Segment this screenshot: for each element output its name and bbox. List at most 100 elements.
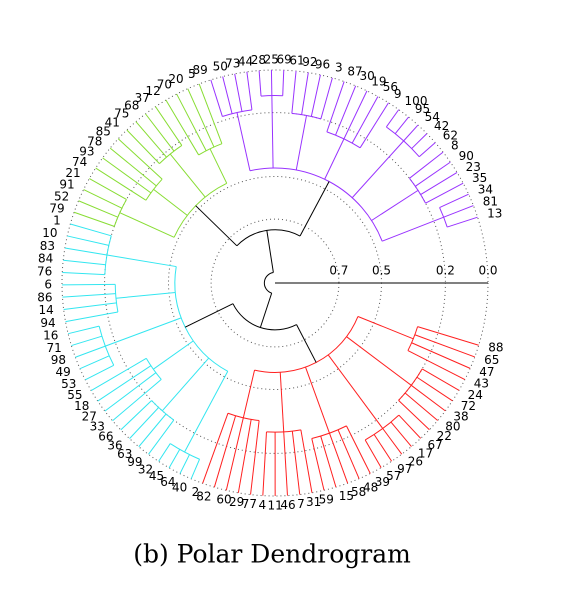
leaf-label: 37: [135, 91, 150, 105]
group-arc: [227, 412, 260, 422]
leaf-label: 66: [98, 429, 113, 443]
leaf-branch: [398, 399, 430, 431]
root-branch: [259, 292, 273, 328]
leaf-label: 26: [408, 455, 423, 469]
group-branch: [324, 138, 345, 180]
leaf-label: 46: [280, 498, 295, 512]
leaf-branch: [179, 454, 190, 474]
leaf-branch: [418, 142, 436, 158]
leaf-branch: [138, 413, 167, 448]
leaf-branch: [403, 124, 419, 142]
leaf-branch: [421, 368, 460, 391]
leaf-label: 28: [251, 53, 266, 67]
leaf-branch: [420, 172, 458, 195]
leaf-label: 16: [43, 329, 58, 343]
leaf-branch: [85, 364, 114, 381]
leaf-label: 19: [371, 74, 386, 88]
leaf-branch: [425, 182, 464, 204]
leaf-label: 42: [434, 119, 449, 133]
leaf-branch: [407, 350, 466, 380]
leaf-label: 15: [339, 489, 354, 503]
leaf-branch: [168, 449, 181, 469]
leaf-branch: [447, 216, 478, 228]
caption: (b) Polar Dendrogram: [133, 540, 411, 569]
leaf-label: 91: [59, 178, 74, 192]
leaf-branch: [410, 384, 446, 412]
leaf-branch: [70, 223, 112, 237]
group-branch: [153, 340, 194, 370]
leaf-label: 93: [79, 144, 94, 158]
link-branch: [296, 324, 317, 363]
leaf-branch: [326, 81, 345, 133]
group-branch: [305, 366, 330, 434]
grid-circle: [210, 218, 340, 348]
leaf-branch: [237, 419, 252, 493]
leaf-branch: [398, 414, 422, 439]
leaf-label: 85: [96, 125, 111, 139]
leaf-branch: [148, 419, 175, 455]
leaf-label: 45: [149, 469, 164, 483]
group-branch: [357, 316, 414, 340]
leaf-branch: [416, 376, 453, 402]
leaf-label: 35: [472, 171, 487, 185]
leaf-branch: [71, 335, 103, 347]
leaf-label: 10: [42, 226, 57, 240]
cluster-arc: [254, 316, 359, 373]
link-arc: [232, 303, 297, 331]
leaf-label: 7: [297, 497, 305, 511]
leaf-label: 97: [397, 462, 412, 476]
grid-circle: [104, 112, 446, 454]
leaf-branch: [225, 417, 244, 491]
leaf-branch: [97, 365, 152, 402]
leaf-label: 63: [117, 447, 132, 461]
leaf-label: 49: [56, 365, 71, 379]
leaf-label: 29: [229, 495, 244, 509]
group-branch: [327, 354, 384, 429]
root-arc: [263, 271, 274, 294]
leaf-branch: [109, 147, 157, 187]
leaf-label: 18: [74, 399, 89, 413]
leaf-label: 24: [468, 388, 483, 402]
leaf-label: 2: [192, 485, 200, 499]
group-branch: [371, 189, 419, 221]
leaf-branch: [126, 129, 160, 164]
leaf-branch: [311, 438, 325, 491]
leaf-label: 27: [82, 410, 97, 424]
root-branch: [266, 230, 274, 273]
leaf-branch: [301, 72, 309, 115]
leaf-label: 54: [425, 110, 440, 124]
leaf-label: 22: [437, 429, 452, 443]
leaf-branch: [373, 434, 393, 462]
leaf-label: 55: [67, 388, 82, 402]
leaf-label: 20: [168, 72, 183, 86]
leaf-label: 74: [72, 155, 87, 169]
group-branch: [271, 95, 274, 169]
leaf-label: 52: [54, 189, 69, 203]
group-branch: [119, 212, 175, 238]
leaf-branch: [129, 407, 159, 439]
leaf-branch: [320, 435, 337, 488]
grid-circle: [168, 176, 382, 390]
group-branch: [346, 336, 412, 386]
leaf-branch: [262, 431, 267, 496]
leaf-branch: [283, 431, 288, 496]
leaf-branch: [117, 138, 163, 180]
leaf-branch: [95, 167, 147, 201]
group-branch: [115, 292, 176, 299]
leaf-label: 50: [213, 59, 228, 73]
leaf-branch: [202, 413, 229, 484]
leaf-branch: [190, 459, 201, 480]
leaf-label: 30: [359, 69, 374, 83]
group-branch: [153, 188, 188, 216]
leaf-label: 62: [443, 129, 458, 143]
leaf-branch: [165, 99, 200, 156]
leaf-label: 64: [160, 475, 175, 489]
leaf-branch: [351, 96, 379, 144]
leaf-branch: [343, 90, 368, 140]
leaf-label: 21: [65, 166, 80, 180]
leaf-branch: [213, 415, 237, 488]
leaf-label: 68: [124, 98, 139, 112]
leaf-branch: [62, 293, 116, 298]
leaf-branch: [443, 205, 474, 218]
leaf-branch: [394, 116, 409, 134]
